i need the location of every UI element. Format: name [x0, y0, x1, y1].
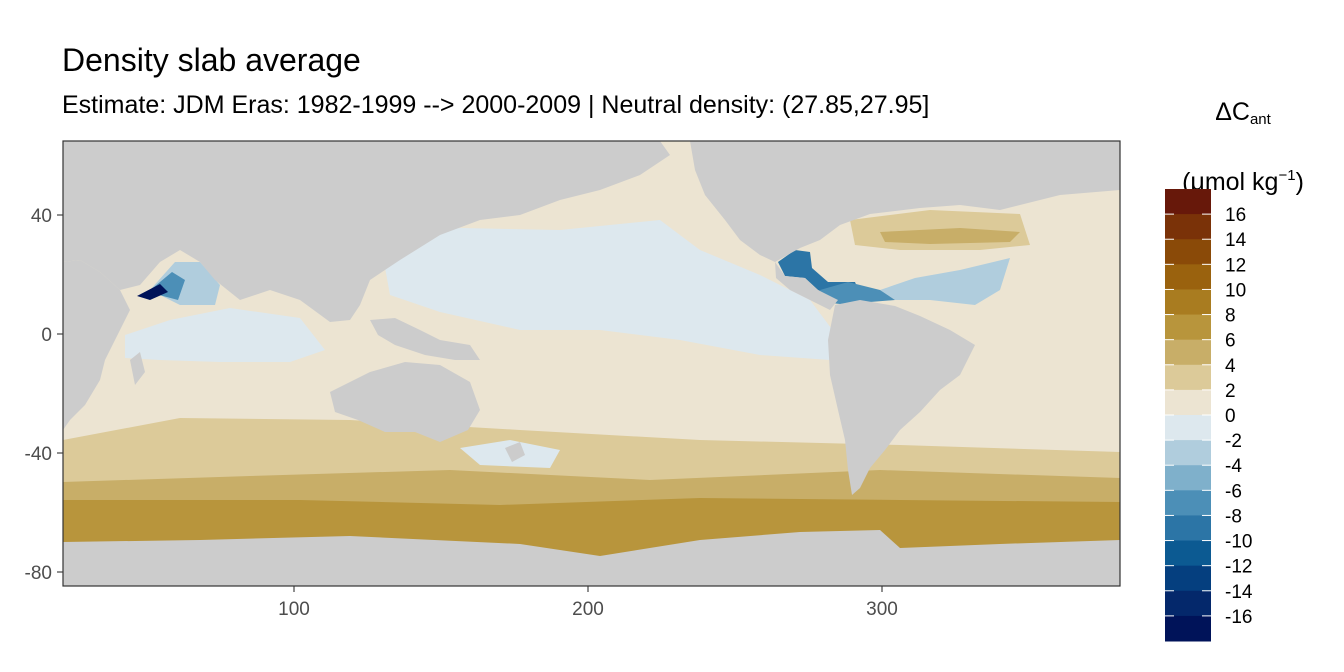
legend-label: 0	[1225, 406, 1236, 427]
plot-subtitle: Estimate: JDM Eras: 1982-1999 --> 2000-2…	[62, 91, 930, 119]
land-antarctica	[63, 530, 1120, 586]
legend-swatch	[1165, 389, 1211, 416]
land-new-zealand	[505, 442, 525, 462]
legend-label: 2	[1225, 381, 1236, 402]
legend-unit: (μmol kg−1)	[1182, 167, 1304, 196]
legend-labels: 16 14 12 10 8 6 4 2 0 -2 -4 -6 -8 -10 -12 -14 -16	[1225, 205, 1253, 628]
legend-colorbar	[1165, 189, 1211, 642]
north-atlantic-negative-region	[880, 258, 1010, 305]
panel-border	[62, 140, 1121, 587]
land-africa	[63, 260, 130, 430]
legend-variable: ΔCant	[1215, 98, 1271, 128]
land-southeast-asia	[370, 318, 480, 360]
land-madagascar	[130, 352, 145, 385]
legend-label: -16	[1225, 607, 1252, 628]
map-panel	[63, 141, 1120, 586]
x-tick-label-200: 200	[572, 599, 604, 620]
legend-label: 8	[1225, 306, 1236, 327]
legend-swatch	[1165, 239, 1211, 265]
legend-label: -10	[1225, 532, 1252, 553]
legend-label: -14	[1225, 582, 1253, 603]
legend-label: -12	[1225, 557, 1252, 578]
north-atlantic-positive-core	[880, 228, 1020, 244]
legend-label: -4	[1225, 456, 1242, 477]
legend-swatch	[1165, 440, 1211, 466]
legend-title: ΔCant (μmol kg−1)	[1163, 84, 1323, 210]
legend-swatch	[1165, 515, 1211, 542]
y-tick-label-neg40: -40	[25, 444, 52, 465]
legend-label: 12	[1225, 255, 1246, 276]
indian-negative-region	[125, 308, 325, 362]
legend-swatch	[1165, 189, 1211, 215]
legend-label: -8	[1225, 506, 1242, 527]
legend-swatch	[1165, 364, 1211, 391]
legend-swatch	[1165, 615, 1211, 642]
legend-swatch	[1165, 264, 1211, 290]
caribbean-region	[820, 282, 895, 304]
legend-label: 4	[1225, 356, 1236, 377]
legend-swatch	[1165, 490, 1211, 516]
y-tick-label-0: 0	[41, 325, 52, 346]
axes: 40 0 -40 -80 100 200 300	[25, 206, 898, 620]
x-tick-label-300: 300	[866, 599, 898, 620]
legend-swatch	[1165, 565, 1211, 592]
legend-swatch	[1165, 339, 1211, 366]
land-greenland	[960, 141, 1100, 188]
legend-swatch	[1165, 314, 1211, 341]
legend-swatch	[1165, 465, 1211, 491]
land-europe-asia	[63, 141, 670, 322]
arabian-sea-core	[137, 284, 168, 300]
y-tick-label-40: 40	[31, 206, 52, 227]
pacific-negative-region	[380, 220, 840, 360]
legend-swatch	[1165, 214, 1211, 240]
legend-label: -6	[1225, 481, 1242, 502]
legend-label: 16	[1225, 205, 1246, 226]
legend-swatch	[1165, 415, 1211, 441]
legend-swatch	[1165, 540, 1211, 567]
legend-swatch	[1165, 590, 1211, 617]
legend-label: 10	[1225, 280, 1246, 301]
legend-swatch	[1165, 289, 1211, 316]
plot-title: Density slab average	[62, 42, 361, 78]
legend-label: 14	[1225, 230, 1247, 251]
land-central-america	[775, 262, 838, 310]
land-australia	[330, 362, 480, 442]
x-tick-label-100: 100	[278, 599, 310, 620]
legend-label: -2	[1225, 431, 1242, 452]
legend-label: 6	[1225, 331, 1236, 352]
y-tick-label-neg80: -80	[25, 563, 52, 584]
land-south-america	[828, 300, 975, 495]
